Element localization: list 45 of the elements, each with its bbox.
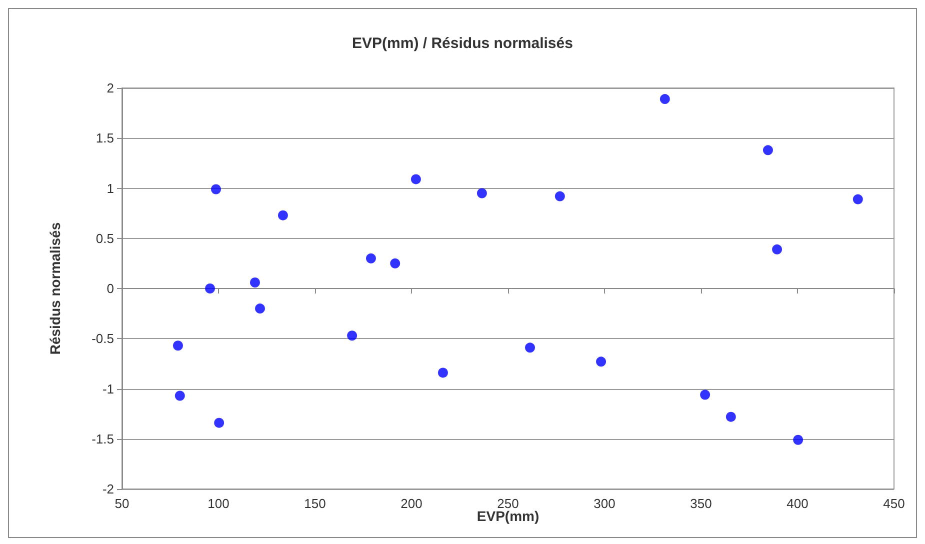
y-tick-label: -0.5: [92, 331, 114, 346]
point: [554, 191, 565, 202]
y-tick-label: 1: [106, 180, 114, 196]
point: [793, 434, 804, 445]
point: [438, 368, 448, 378]
y-tick-label: 0: [106, 281, 114, 296]
point: [476, 188, 487, 198]
y-tick-label: -1: [102, 381, 114, 396]
x-tick-label: 250: [497, 496, 519, 511]
point: [174, 390, 185, 401]
point: [211, 184, 221, 194]
y-tick-label: 0.5: [96, 230, 114, 246]
point: [205, 284, 216, 294]
point: [410, 174, 421, 184]
point: [278, 210, 288, 220]
x-tick-label: 350: [690, 496, 712, 511]
point: [596, 356, 606, 367]
point: [525, 342, 535, 353]
point: [772, 244, 782, 254]
point: [700, 390, 710, 400]
y-axis-title: Résidus normalisés: [47, 222, 63, 355]
point: [852, 194, 863, 204]
y-tick-label: 1.5: [96, 130, 114, 146]
point: [250, 277, 260, 288]
x-tick-label: 450: [883, 496, 905, 511]
y-tick-label: -1.5: [92, 431, 114, 446]
point: [347, 330, 358, 341]
point: [660, 94, 670, 104]
x-tick-label: 150: [304, 496, 326, 511]
point: [366, 253, 376, 264]
point: [762, 145, 773, 156]
point: [726, 412, 736, 422]
x-tick-label: 300: [594, 496, 616, 511]
point: [172, 340, 183, 351]
point: [390, 258, 400, 268]
x-tick-label: 400: [786, 496, 808, 511]
x-tick-label: 100: [208, 496, 230, 511]
chart-title: EVP(mm) / Résidus normalisés: [352, 35, 573, 52]
x-axis-title: EVP(mm): [476, 508, 540, 524]
y-tick-label: -2: [102, 482, 114, 496]
point: [214, 418, 224, 428]
point: [255, 304, 265, 314]
x-tick-label: 50: [114, 496, 130, 511]
x-tick-label: 200: [400, 496, 422, 511]
y-tick-label: 2: [106, 80, 114, 96]
